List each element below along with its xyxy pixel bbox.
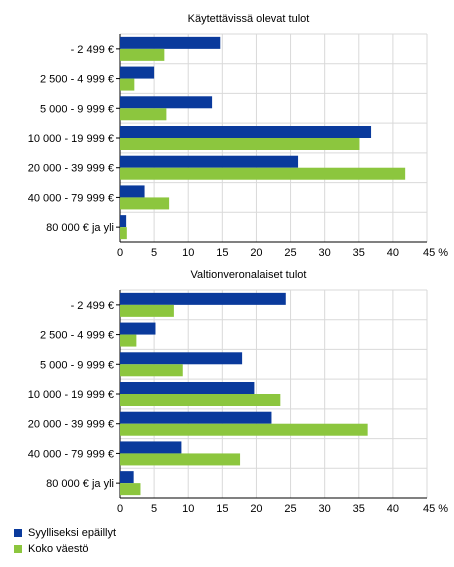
bar-1-0-0 [120,292,286,305]
bar-1-1-3 [120,394,281,406]
bar-1-1-0 [120,304,174,317]
bar-0-1-2 [120,108,167,121]
category-label-1-3: 10 000 - 19 999 € [28,389,114,401]
category-label-0-5: 40 000 - 79 999 € [28,192,114,204]
x-tick-label-0-4: 20 [250,247,262,259]
bar-0-1-0 [120,48,165,61]
category-label-0-6: 80 000 € ja yli [46,222,114,234]
bar-0-0-2 [120,96,213,109]
bar-1-0-6 [120,471,134,484]
category-label-0-4: 20 000 - 39 999 € [28,163,114,175]
bar-0-1-1 [120,78,135,91]
x-tick-label-1-6: 30 [319,503,331,515]
category-label-1-2: 5 000 - 9 999 € [40,359,114,371]
legend: Syylliseksi epäillyt Koko väestö [14,525,116,557]
x-tick-label-0-3: 15 [216,247,228,259]
legend-swatch-suspects [14,529,22,537]
bar-0-1-4 [120,167,406,180]
bar-1-1-2 [120,364,183,377]
x-tick-label-1-4: 20 [250,503,262,515]
bar-0-0-3 [120,126,372,138]
x-tick-label-1-8: 40 [387,503,399,515]
x-tick-label-0-0: 0 [117,247,123,259]
bar-0-0-4 [120,155,299,168]
category-label-1-0: - 2 499 € [71,300,114,312]
bar-0-1-6 [120,227,127,240]
bar-0-0-5 [120,185,145,198]
bar-1-1-4 [120,423,368,436]
x-tick-label-0-9: 45 % [423,247,448,259]
category-label-1-1: 2 500 - 4 999 € [40,330,114,342]
bar-1-0-3 [120,382,255,394]
x-tick-label-0-8: 40 [387,247,399,259]
legend-swatch-population [14,545,22,553]
x-tick-label-1-9: 45 % [423,503,448,515]
x-tick-label-0-7: 35 [353,247,365,259]
category-label-1-6: 80 000 € ja yli [46,478,114,490]
bar-1-1-1 [120,334,137,347]
bar-1-0-1 [120,322,156,335]
bar-0-0-0 [120,36,221,49]
bar-0-1-5 [120,197,170,210]
legend-item-suspects: Syylliseksi epäillyt [14,525,116,541]
legend-label-suspects: Syylliseksi epäillyt [28,527,117,539]
x-tick-label-0-2: 10 [182,247,194,259]
bar-1-1-5 [120,453,241,466]
x-tick-label-0-1: 5 [151,247,157,259]
bar-1-0-5 [120,441,182,454]
x-tick-label-1-1: 5 [151,503,157,515]
bar-1-0-4 [120,411,272,424]
x-tick-label-0-6: 30 [319,247,331,259]
category-label-1-5: 40 000 - 79 999 € [28,448,114,460]
legend-item-population: Koko väestö [14,541,116,557]
x-tick-label-1-2: 10 [182,503,194,515]
x-tick-label-1-5: 25 [284,503,296,515]
bar-1-0-2 [120,352,243,365]
category-label-0-0: - 2 499 € [71,44,114,56]
x-tick-label-1-7: 35 [353,503,365,515]
category-label-1-4: 20 000 - 39 999 € [28,419,114,431]
x-tick-label-1-0: 0 [117,503,123,515]
bar-0-0-1 [120,66,155,79]
x-tick-label-0-5: 25 [284,247,296,259]
bar-0-0-6 [120,215,127,228]
category-label-0-2: 5 000 - 9 999 € [40,103,114,115]
category-label-0-1: 2 500 - 4 999 € [40,74,114,86]
chart-title-0: Käytettävissä olevat tulot [188,13,310,25]
bar-1-1-6 [120,483,141,496]
chart-title-1: Valtionveronalaiset tulot [191,269,307,281]
bar-0-1-3 [120,138,360,150]
x-tick-label-1-3: 15 [216,503,228,515]
category-label-0-3: 10 000 - 19 999 € [28,133,114,145]
legend-label-population: Koko väestö [28,543,89,555]
